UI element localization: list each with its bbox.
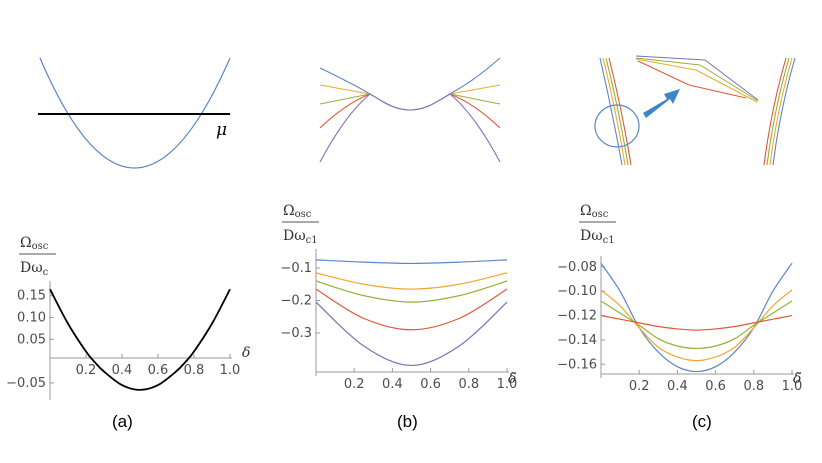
y-tick-label: −0.16	[557, 357, 597, 372]
y-tick-label: −0.3	[280, 326, 312, 341]
x-tick-label: 0.6	[705, 379, 726, 394]
y-label-denominator-sub: c1	[603, 235, 615, 246]
series-line-red	[600, 314, 793, 331]
x-tick-label: 0.2	[344, 377, 365, 392]
x-tick-label: 1.0	[497, 377, 518, 392]
top-panel-c	[594, 55, 796, 166]
top-panel-a: μ	[38, 57, 231, 169]
chart-panel-c: 0.2 0.4 0.6 0.8 1.0 −0.08 −0.10 −0.12 −0.14 −0.16…	[557, 203, 802, 394]
branch-purple-right	[449, 93, 501, 163]
series-line-orange	[315, 272, 508, 290]
x-label: δ	[242, 345, 250, 361]
dispersion-curve	[39, 57, 231, 169]
branch-red-right	[449, 93, 501, 129]
series-line-blue	[600, 262, 793, 373]
y-tick-label: −0.12	[557, 309, 597, 324]
band-bottom	[369, 93, 451, 111]
x-label: δ̃	[793, 371, 801, 387]
x-tick-label: 0.4	[382, 377, 403, 392]
x-tick-label: 1.0	[782, 379, 803, 394]
caption-b: (b)	[397, 412, 418, 431]
right-curve-bundle	[763, 57, 796, 166]
y-label-denominator: Dωc1	[580, 228, 615, 246]
x-label: δ̃	[508, 371, 516, 387]
branch-green-right	[449, 93, 501, 105]
zoom-arrow	[643, 89, 680, 118]
top-panel-b	[319, 57, 501, 163]
series-line-red	[315, 288, 508, 331]
series-line-black	[49, 288, 231, 391]
y-label-denominator: Dωc	[20, 260, 49, 278]
x-tick-label: 0.6	[148, 363, 169, 378]
y-label-numerator: Ωosc	[283, 203, 312, 220]
branch-orange-left	[319, 84, 371, 95]
y-tick-label: −0.05	[6, 376, 46, 391]
zoom-circle	[594, 104, 640, 148]
y-tick-label: −0.10	[557, 284, 597, 299]
y-tick-label: 0.05	[17, 332, 46, 347]
x-tick-label: 0.2	[76, 363, 97, 378]
y-tick-label: 0.15	[17, 289, 46, 304]
y-tick-label: −0.08	[557, 260, 597, 275]
x-tick-label: 0.4	[112, 363, 133, 378]
y-label-numerator-sub: osc	[32, 241, 49, 252]
y-tick-label: −0.2	[280, 294, 312, 309]
y-tick-label: −0.1	[280, 261, 312, 276]
y-label-denominator-sub: c1	[306, 235, 318, 246]
x-tick-label: 0.8	[184, 363, 205, 378]
x-tick-label: 0.2	[629, 379, 650, 394]
series-line-orange	[600, 289, 793, 362]
x-tick-label: 1.0	[220, 363, 241, 378]
y-tick-label: 0.10	[17, 311, 46, 326]
zoom-inset-bundle	[635, 55, 759, 103]
band-curve-blue	[319, 57, 501, 111]
branch-red-left	[319, 93, 371, 129]
caption-a: (a)	[112, 412, 133, 431]
series-line-green	[315, 280, 508, 303]
left-curve-bundle	[599, 57, 632, 166]
branch-purple-left	[319, 93, 371, 163]
series-line-blue	[315, 259, 508, 265]
x-tick-label: 0.8	[458, 377, 479, 392]
y-label-numerator: Ωosc	[580, 203, 609, 220]
y-label-numerator: Ωosc	[20, 235, 49, 252]
chart-panel-a: 0.2 0.4 0.6 0.8 1.0 0.15 0.10 0.05 −0.05 Ωosc Dωc δ	[6, 235, 250, 400]
y-label-denominator: Dωc1	[283, 228, 318, 246]
y-tick-label: −0.14	[557, 333, 597, 348]
chart-panel-b: 0.2 0.4 0.6 0.8 1.0 −0.1 −0.2 −0.3 Ωosc Dωc1 δ̃	[280, 203, 517, 392]
y-label-denominator-sub: c	[43, 267, 49, 278]
x-tick-label: 0.8	[743, 379, 764, 394]
caption-c: (c)	[692, 412, 712, 431]
y-label-numerator-sub: osc	[295, 209, 312, 220]
mu-label: μ	[216, 120, 227, 140]
series-line-green	[600, 300, 793, 350]
series-line-purple	[315, 301, 508, 367]
branch-green-left	[319, 93, 371, 105]
branch-orange-right	[449, 84, 501, 95]
x-tick-label: 0.4	[667, 379, 688, 394]
x-tick-label: 0.6	[420, 377, 441, 392]
y-label-numerator-sub: osc	[592, 209, 609, 220]
